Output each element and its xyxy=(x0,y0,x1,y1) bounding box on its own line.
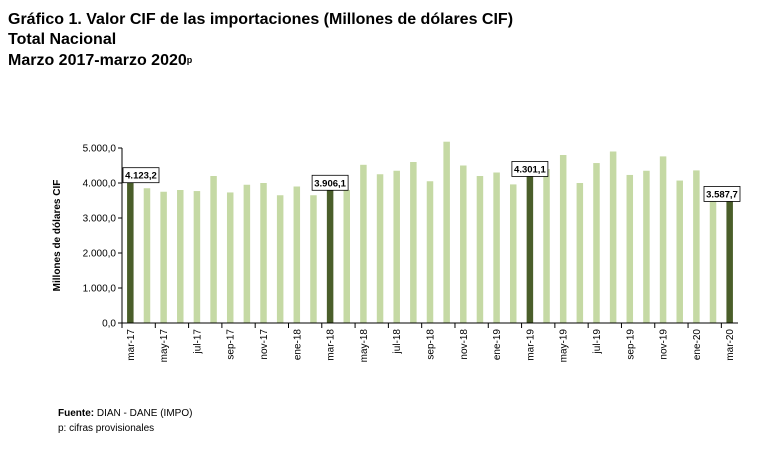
bar xyxy=(393,170,400,323)
bar xyxy=(609,151,617,323)
bar xyxy=(143,188,151,323)
x-tick-label: sep-17 xyxy=(226,329,237,360)
data-label-box xyxy=(703,186,741,202)
data-label: 3.906,1 xyxy=(314,178,346,189)
source-label: Fuente: xyxy=(58,408,95,419)
y-tick-label: 2.000,0 xyxy=(83,249,117,260)
period-text: Marzo 2017-marzo 2020 xyxy=(8,52,187,69)
x-tick-label: mar-17 xyxy=(126,329,137,361)
bar xyxy=(643,170,650,323)
x-tick-label: may-17 xyxy=(159,329,170,363)
x-tick-label: jul-18 xyxy=(392,329,403,355)
x-tick-label: nov-18 xyxy=(459,329,470,360)
bar xyxy=(343,190,351,323)
bar xyxy=(276,195,284,323)
data-label: 4.123,2 xyxy=(125,171,157,182)
y-tick-label: 1.000,0 xyxy=(83,284,117,295)
bar xyxy=(509,184,517,323)
bar xyxy=(160,191,167,323)
x-tick-label: nov-19 xyxy=(659,329,670,360)
footer: Fuente: DIAN - DANE (IMPO) p: cifras pro… xyxy=(58,406,192,436)
x-tick-label: sep-18 xyxy=(426,329,437,360)
y-axis-label: Millones de dólares CIF xyxy=(52,180,63,292)
bar-highlight xyxy=(127,178,134,323)
bar xyxy=(177,190,184,323)
x-tick-label: mar-18 xyxy=(326,329,337,361)
bar xyxy=(543,169,550,323)
x-tick-label: mar-20 xyxy=(725,329,736,361)
y-tick-label: 5.000,0 xyxy=(83,144,117,155)
bar xyxy=(676,180,683,323)
y-tick-label: 4.000,0 xyxy=(83,179,117,190)
bar xyxy=(293,186,301,323)
x-tick-label: jul-19 xyxy=(592,329,603,355)
chart-period: Marzo 2017-marzo 2020p xyxy=(8,50,513,71)
bar xyxy=(493,172,500,323)
bar xyxy=(210,176,217,323)
bar xyxy=(626,174,634,323)
bar-highlight xyxy=(326,186,334,323)
x-tick-label: sep-19 xyxy=(625,329,636,360)
bar xyxy=(709,197,717,323)
x-tick-label: may-18 xyxy=(359,329,370,363)
x-tick-label: mar-19 xyxy=(525,329,536,361)
x-tick-label: ene-18 xyxy=(292,329,303,361)
x-tick-label: jul-17 xyxy=(192,329,203,355)
bar xyxy=(426,181,434,323)
footnote: p: cifras provisionales xyxy=(58,423,155,434)
bar-highlight xyxy=(526,172,534,323)
bar xyxy=(443,141,450,323)
source-line: Fuente: DIAN - DANE (IMPO) xyxy=(58,406,192,421)
chart-title: Gráfico 1. Valor CIF de las importacione… xyxy=(8,11,514,28)
y-tick-label: 0,0 xyxy=(102,319,116,330)
bar xyxy=(243,184,251,323)
source-text: DIAN - DANE (IMPO) xyxy=(96,408,193,419)
bar xyxy=(226,192,234,323)
data-label-box xyxy=(122,167,160,184)
bar xyxy=(476,176,484,323)
bar xyxy=(576,183,584,323)
x-tick-label: ene-19 xyxy=(492,329,503,361)
title-block: Gráfico 1. Valor CIF de las importacione… xyxy=(8,10,513,71)
bar xyxy=(193,191,201,323)
bar xyxy=(460,165,467,323)
period-suffix: p xyxy=(186,55,193,65)
data-label-box xyxy=(511,161,549,177)
y-tick-label: 3.000,0 xyxy=(83,214,117,225)
data-label: 4.301,1 xyxy=(514,164,546,175)
bar xyxy=(693,170,700,323)
bar xyxy=(559,155,567,323)
bar xyxy=(260,183,267,323)
data-label-box xyxy=(311,174,349,191)
x-tick-label: nov-17 xyxy=(259,329,270,360)
bar xyxy=(310,195,317,323)
bar xyxy=(659,156,667,323)
bar xyxy=(593,163,600,323)
x-tick-label: may-19 xyxy=(559,329,570,363)
chart-subtitle: Total Nacional xyxy=(8,31,117,48)
bar-highlight xyxy=(726,197,733,323)
data-label: 3.587,7 xyxy=(706,189,738,200)
bar xyxy=(360,164,367,323)
bar xyxy=(410,162,417,323)
bar xyxy=(376,174,384,323)
x-tick-label: ene-20 xyxy=(692,329,703,361)
